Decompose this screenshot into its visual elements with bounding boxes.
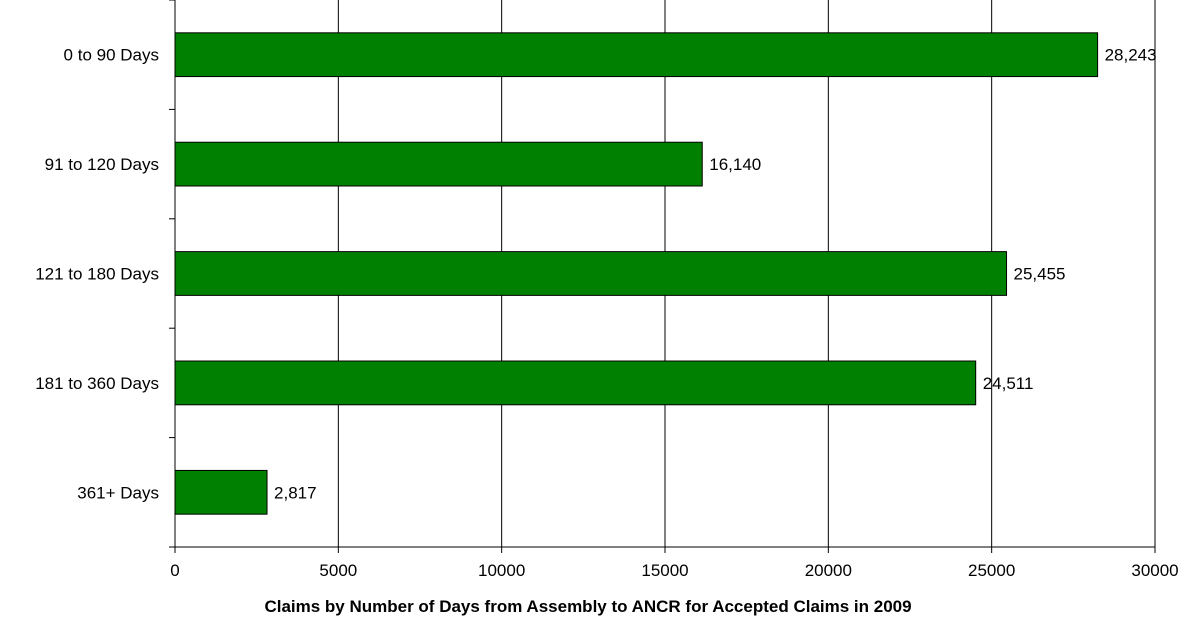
- category-label: 0 to 90 Days: [64, 46, 159, 65]
- x-tick-label: 15000: [641, 561, 688, 580]
- category-label: 361+ Days: [77, 483, 159, 502]
- bar: [174, 469, 268, 515]
- category-label: 121 to 180 Days: [35, 265, 159, 284]
- x-tick-label: 0: [170, 561, 179, 580]
- category-label: 91 to 120 Days: [45, 155, 159, 174]
- data-label: 2,817: [274, 483, 317, 502]
- data-label: 25,455: [1014, 265, 1066, 284]
- category-labels: 0 to 90 Days 91 to 120 Days 121 to 180 Day…: [35, 46, 159, 503]
- category-label: 181 to 360 Days: [35, 374, 159, 393]
- bar: [174, 141, 703, 187]
- bar: [174, 32, 1099, 78]
- bar: [174, 360, 977, 406]
- axes: [174, 0, 1155, 548]
- data-labels: 28,243 16,140 25,455 24,511 2,817: [274, 46, 1157, 503]
- x-tick-label: 5000: [319, 561, 357, 580]
- bars: [174, 32, 1099, 515]
- x-tick-label: 25000: [968, 561, 1015, 580]
- data-label: 24,511: [983, 374, 1034, 393]
- x-axis-title: Claims by Number of Days from Assembly t…: [264, 597, 911, 616]
- data-label: 16,140: [709, 155, 761, 174]
- x-tick-label: 10000: [478, 561, 525, 580]
- x-tick-labels: 0 5000 10000 15000 20000 25000 30000: [170, 561, 1178, 580]
- x-tick-label: 30000: [1131, 561, 1178, 580]
- bar: [174, 251, 1008, 296]
- x-tick-label: 20000: [805, 561, 852, 580]
- data-label: 28,243: [1105, 46, 1157, 65]
